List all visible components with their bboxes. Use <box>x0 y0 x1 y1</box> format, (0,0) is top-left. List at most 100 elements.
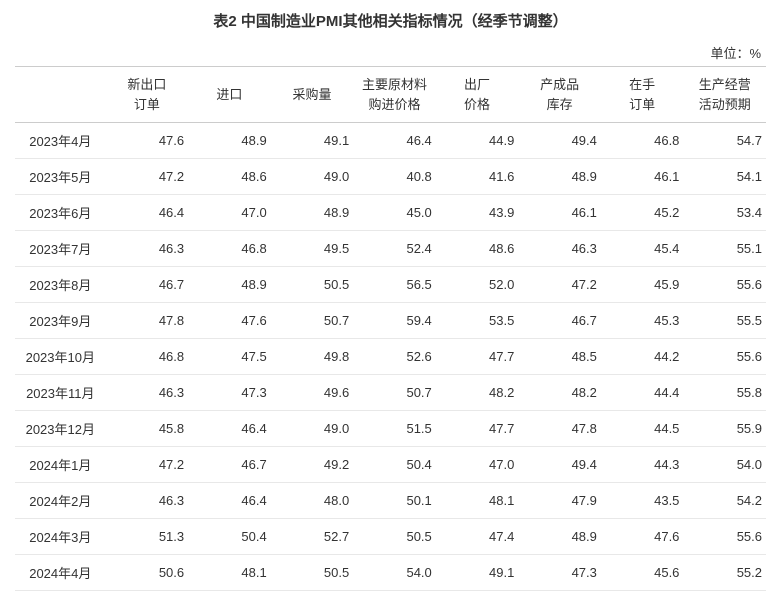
cell-value: 46.8 <box>188 231 271 267</box>
cell-value: 55.2 <box>683 555 766 591</box>
cell-value: 46.3 <box>106 375 189 411</box>
cell-value: 41.6 <box>436 159 519 195</box>
table-row: 2024年4月50.648.150.554.049.147.345.655.2 <box>15 555 766 591</box>
row-label: 2023年7月 <box>15 231 106 267</box>
table-row: 2023年7月46.346.849.552.448.646.345.455.1 <box>15 231 766 267</box>
cell-value: 53.5 <box>436 303 519 339</box>
cell-value: 47.2 <box>106 447 189 483</box>
table-row: 2023年4月47.648.949.146.444.949.446.854.7 <box>15 123 766 159</box>
cell-value: 40.8 <box>353 159 436 195</box>
cell-value: 49.6 <box>271 375 354 411</box>
cell-value: 55.9 <box>683 411 766 447</box>
cell-value: 55.8 <box>683 375 766 411</box>
cell-value: 48.6 <box>436 231 519 267</box>
cell-value: 47.8 <box>518 411 601 447</box>
cell-value: 47.8 <box>106 303 189 339</box>
cell-value: 46.3 <box>106 483 189 519</box>
cell-value: 50.5 <box>271 267 354 303</box>
pmi-table: 新出口订单进口采购量主要原材料购进价格出厂价格产成品库存在手订单生产经营活动预期… <box>15 66 766 591</box>
cell-value: 50.7 <box>271 303 354 339</box>
cell-value: 50.4 <box>353 447 436 483</box>
cell-value: 48.6 <box>188 159 271 195</box>
table-row: 2023年11月46.347.349.650.748.248.244.455.8 <box>15 375 766 411</box>
cell-value: 47.2 <box>518 267 601 303</box>
cell-value: 51.3 <box>106 519 189 555</box>
cell-value: 49.0 <box>271 411 354 447</box>
cell-value: 54.0 <box>353 555 436 591</box>
cell-value: 54.7 <box>683 123 766 159</box>
table-title: 表2 中国制造业PMI其他相关指标情况（经季节调整） <box>15 10 766 31</box>
table-row: 2023年8月46.748.950.556.552.047.245.955.6 <box>15 267 766 303</box>
cell-value: 51.5 <box>353 411 436 447</box>
row-label: 2023年10月 <box>15 339 106 375</box>
cell-value: 43.5 <box>601 483 684 519</box>
cell-value: 50.1 <box>353 483 436 519</box>
cell-value: 48.2 <box>436 375 519 411</box>
cell-value: 46.1 <box>601 159 684 195</box>
cell-value: 45.0 <box>353 195 436 231</box>
row-label: 2023年12月 <box>15 411 106 447</box>
header-col-3: 主要原材料购进价格 <box>353 67 436 123</box>
table-row: 2023年12月45.846.449.051.547.747.844.555.9 <box>15 411 766 447</box>
cell-value: 54.2 <box>683 483 766 519</box>
table-unit: 单位：% <box>15 43 766 62</box>
cell-value: 46.4 <box>353 123 436 159</box>
row-label: 2023年5月 <box>15 159 106 195</box>
header-col-2: 采购量 <box>271 67 354 123</box>
row-label: 2024年2月 <box>15 483 106 519</box>
cell-value: 54.1 <box>683 159 766 195</box>
cell-value: 49.1 <box>436 555 519 591</box>
cell-value: 46.7 <box>106 267 189 303</box>
cell-value: 46.4 <box>188 411 271 447</box>
cell-value: 55.1 <box>683 231 766 267</box>
cell-value: 46.3 <box>106 231 189 267</box>
cell-value: 47.7 <box>436 411 519 447</box>
cell-value: 43.9 <box>436 195 519 231</box>
cell-value: 46.7 <box>188 447 271 483</box>
cell-value: 44.3 <box>601 447 684 483</box>
cell-value: 50.5 <box>353 519 436 555</box>
cell-value: 48.9 <box>518 519 601 555</box>
cell-value: 48.9 <box>188 267 271 303</box>
cell-value: 47.6 <box>601 519 684 555</box>
cell-value: 49.2 <box>271 447 354 483</box>
cell-value: 47.6 <box>106 123 189 159</box>
cell-value: 48.9 <box>518 159 601 195</box>
cell-value: 47.9 <box>518 483 601 519</box>
table-row: 2023年9月47.847.650.759.453.546.745.355.5 <box>15 303 766 339</box>
cell-value: 52.6 <box>353 339 436 375</box>
cell-value: 46.8 <box>106 339 189 375</box>
cell-value: 45.3 <box>601 303 684 339</box>
cell-value: 48.9 <box>188 123 271 159</box>
cell-value: 45.9 <box>601 267 684 303</box>
table-body: 2023年4月47.648.949.146.444.949.446.854.72… <box>15 123 766 591</box>
cell-value: 45.8 <box>106 411 189 447</box>
row-label: 2024年1月 <box>15 447 106 483</box>
row-label: 2023年4月 <box>15 123 106 159</box>
cell-value: 49.0 <box>271 159 354 195</box>
header-col-0: 新出口订单 <box>106 67 189 123</box>
cell-value: 44.4 <box>601 375 684 411</box>
cell-value: 46.4 <box>188 483 271 519</box>
cell-value: 50.6 <box>106 555 189 591</box>
cell-value: 56.5 <box>353 267 436 303</box>
cell-value: 48.0 <box>271 483 354 519</box>
cell-value: 44.5 <box>601 411 684 447</box>
cell-value: 48.5 <box>518 339 601 375</box>
cell-value: 52.4 <box>353 231 436 267</box>
table-row: 2023年5月47.248.649.040.841.648.946.154.1 <box>15 159 766 195</box>
table-row: 2024年1月47.246.749.250.447.049.444.354.0 <box>15 447 766 483</box>
cell-value: 46.7 <box>518 303 601 339</box>
table-row: 2023年10月46.847.549.852.647.748.544.255.6 <box>15 339 766 375</box>
cell-value: 48.1 <box>188 555 271 591</box>
cell-value: 53.4 <box>683 195 766 231</box>
cell-value: 47.6 <box>188 303 271 339</box>
cell-value: 47.7 <box>436 339 519 375</box>
cell-value: 49.4 <box>518 447 601 483</box>
cell-value: 59.4 <box>353 303 436 339</box>
cell-value: 49.1 <box>271 123 354 159</box>
row-label: 2023年11月 <box>15 375 106 411</box>
cell-value: 48.2 <box>518 375 601 411</box>
table-row: 2023年6月46.447.048.945.043.946.145.253.4 <box>15 195 766 231</box>
row-label: 2023年9月 <box>15 303 106 339</box>
